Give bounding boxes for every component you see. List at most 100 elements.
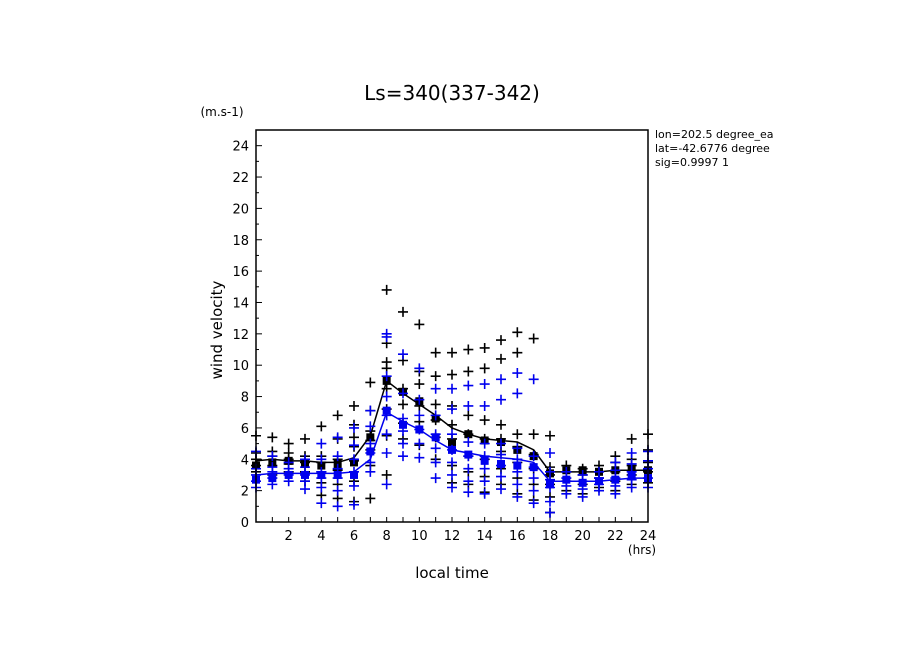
data-point-blue bbox=[349, 454, 359, 465]
data-point-blue bbox=[316, 438, 327, 449]
data-point-blue bbox=[381, 391, 392, 402]
mean-marker-blue bbox=[366, 447, 375, 456]
x-tick-label: 16 bbox=[509, 529, 526, 544]
data-point-black bbox=[512, 429, 523, 440]
mean-marker-blue bbox=[480, 456, 489, 465]
data-point-blue bbox=[332, 485, 343, 496]
data-point-blue bbox=[545, 466, 555, 477]
data-point-blue bbox=[463, 437, 474, 448]
x-tick-label: 8 bbox=[383, 529, 391, 544]
data-point-blue bbox=[414, 438, 425, 449]
data-point-black bbox=[479, 363, 490, 374]
mean-marker-blue bbox=[562, 475, 571, 484]
data-point-blue bbox=[512, 479, 523, 490]
data-point-black bbox=[430, 399, 441, 410]
data-point-blue bbox=[349, 480, 359, 491]
y-axis-unit: (m.s-1) bbox=[200, 105, 243, 119]
data-point-black bbox=[430, 347, 441, 358]
plot-frame bbox=[255, 129, 649, 523]
data-point-blue bbox=[430, 410, 441, 421]
data-point-blue bbox=[447, 482, 457, 493]
data-point-blue bbox=[300, 454, 310, 465]
data-point-blue bbox=[561, 466, 572, 477]
data-point-blue bbox=[447, 429, 457, 440]
data-point-black bbox=[463, 366, 474, 377]
data-point-blue bbox=[479, 488, 490, 499]
data-point-blue bbox=[479, 379, 490, 390]
data-point-blue bbox=[414, 394, 425, 405]
data-point-blue bbox=[545, 496, 555, 507]
data-point-black bbox=[528, 429, 539, 440]
y-tick-label: 2 bbox=[241, 485, 249, 500]
mean-marker-blue bbox=[399, 420, 407, 429]
data-point-black bbox=[479, 415, 490, 426]
data-point-black bbox=[381, 357, 392, 368]
data-point-blue bbox=[316, 454, 327, 465]
y-tick-label: 8 bbox=[241, 391, 249, 406]
data-point-blue bbox=[430, 443, 441, 454]
x-tick-label: 14 bbox=[476, 529, 493, 544]
data-point-blue bbox=[496, 394, 506, 405]
x-tick-label: 12 bbox=[444, 529, 461, 544]
data-point-blue bbox=[479, 476, 490, 487]
data-point-blue bbox=[447, 469, 457, 480]
mean-marker-blue bbox=[497, 459, 505, 468]
data-point-blue bbox=[398, 388, 408, 399]
data-point-black bbox=[414, 379, 425, 390]
data-point-black bbox=[528, 333, 539, 344]
data-point-blue bbox=[528, 451, 539, 462]
data-point-black bbox=[283, 438, 294, 449]
data-point-blue bbox=[267, 462, 278, 473]
info-lon: lon=202.5 degree_ea bbox=[655, 128, 774, 141]
y-tick-label: 10 bbox=[232, 359, 249, 374]
data-point-black bbox=[283, 448, 294, 459]
data-point-blue bbox=[496, 438, 506, 449]
mean-marker-blue bbox=[333, 470, 342, 479]
data-point-blue bbox=[447, 404, 457, 415]
x-axis-label: local time bbox=[415, 564, 489, 582]
data-point-blue bbox=[381, 448, 392, 459]
y-tick-label: 24 bbox=[232, 140, 249, 155]
data-point-blue bbox=[528, 498, 539, 509]
mean-marker-blue bbox=[448, 445, 456, 454]
data-point-blue bbox=[267, 451, 278, 462]
mean-marker-blue bbox=[268, 474, 277, 483]
info-block: lon=202.5 degree_ea lat=-42.6776 degree … bbox=[655, 128, 774, 169]
data-point-black bbox=[398, 399, 408, 410]
y-tick-label: 12 bbox=[232, 328, 249, 343]
data-point-black bbox=[349, 400, 359, 411]
data-point-black bbox=[512, 347, 523, 358]
data-point-black bbox=[381, 284, 392, 295]
y-tick-label: 20 bbox=[232, 202, 249, 217]
data-point-blue bbox=[365, 466, 376, 477]
data-point-black bbox=[496, 335, 506, 346]
data-point-black bbox=[414, 319, 425, 330]
data-point-blue bbox=[316, 482, 327, 493]
data-point-black bbox=[365, 493, 376, 504]
data-point-blue bbox=[349, 422, 359, 433]
data-point-blue bbox=[626, 448, 637, 459]
mean-marker-black bbox=[448, 439, 456, 448]
data-point-blue bbox=[479, 438, 490, 449]
data-point-blue bbox=[512, 443, 523, 454]
mean-marker-black bbox=[464, 430, 473, 439]
data-point-blue bbox=[349, 499, 359, 510]
data-point-black bbox=[430, 371, 441, 382]
data-point-blue bbox=[496, 471, 506, 482]
x-tick-label: 22 bbox=[607, 529, 624, 544]
data-point-blue bbox=[414, 363, 425, 374]
data-point-blue bbox=[430, 457, 441, 468]
data-point-blue bbox=[414, 452, 425, 463]
info-sig: sig=0.9997 1 bbox=[655, 156, 729, 169]
data-point-blue bbox=[463, 380, 474, 391]
data-point-blue bbox=[594, 466, 604, 477]
data-point-black bbox=[545, 430, 555, 441]
y-tick-label: 18 bbox=[232, 234, 249, 249]
y-tick-label: 6 bbox=[241, 422, 249, 437]
data-point-blue bbox=[381, 328, 392, 339]
data-point-black bbox=[365, 377, 376, 388]
data-point-blue bbox=[398, 451, 408, 462]
data-point-black bbox=[332, 410, 343, 421]
data-point-black bbox=[479, 342, 490, 353]
